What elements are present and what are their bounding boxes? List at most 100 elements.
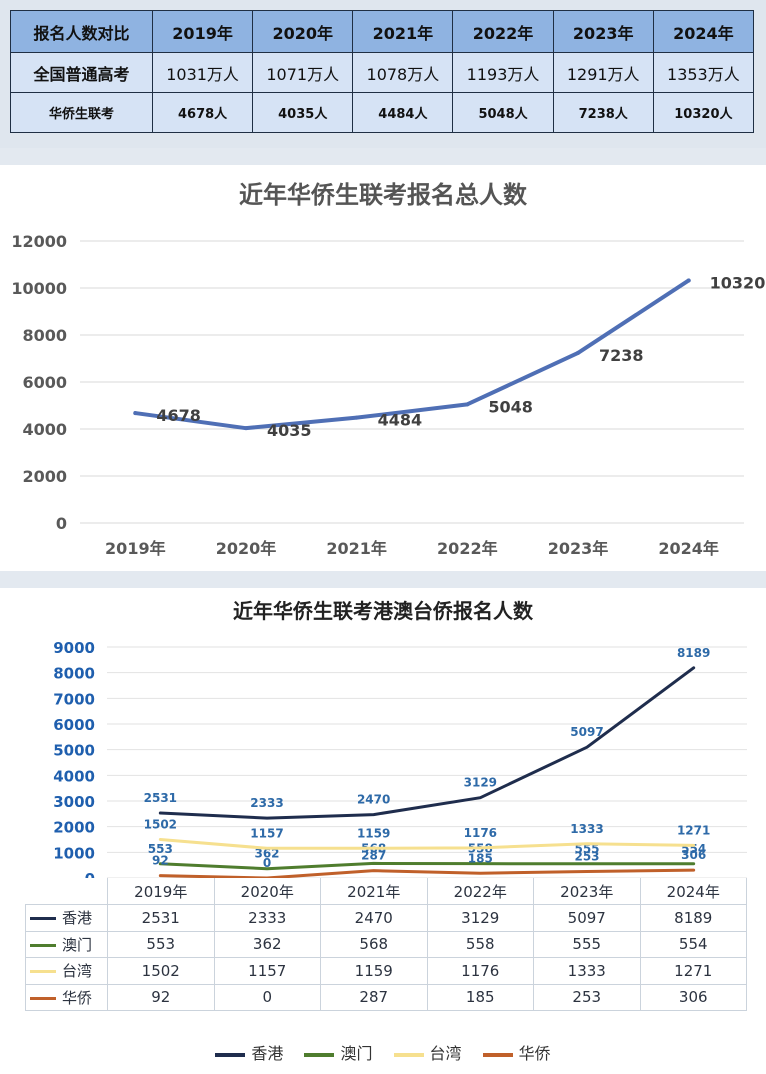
data-point bbox=[686, 278, 691, 283]
data-label: 362 bbox=[254, 847, 279, 861]
data-table-cell: 1333 bbox=[533, 957, 641, 985]
series-color-key bbox=[30, 943, 56, 947]
chart-title: 近年华侨生联考报名总人数 bbox=[239, 181, 528, 209]
comparison-header-row: 报名人数对比 2019年 2020年 2021年 2022年 2023年 202… bbox=[10, 10, 755, 53]
legend-key bbox=[304, 1052, 335, 1057]
comparison-cell: 4035人 bbox=[252, 92, 354, 133]
series-name: 澳门 bbox=[62, 935, 93, 954]
series-color-key bbox=[30, 996, 56, 1000]
data-label: 1159 bbox=[357, 826, 390, 840]
data-label: 1333 bbox=[570, 822, 603, 836]
comparison-cell: 4484人 bbox=[352, 92, 454, 133]
data-label: 287 bbox=[361, 849, 386, 863]
comparison-row-label: 华侨生联考 bbox=[10, 92, 153, 133]
chart-data-table: 2019年 2020年 2021年 2022年 2023年 2024年 香港 2… bbox=[25, 878, 747, 1011]
data-table-cell: 287 bbox=[320, 983, 428, 1011]
comparison-cell: 7238人 bbox=[552, 92, 654, 133]
x-tick-label: 2022年 bbox=[437, 539, 498, 558]
comparison-cell: 1071万人 bbox=[252, 52, 354, 93]
series-name: 香港 bbox=[62, 909, 93, 928]
comparison-cell: 1291万人 bbox=[552, 52, 654, 93]
data-table-row-macau: 澳门 553 362 568 558 555 554 bbox=[25, 930, 747, 958]
x-tick-label: 2024年 bbox=[658, 539, 719, 558]
data-table-cell: 1157 bbox=[213, 957, 321, 985]
legend-label: 澳门 bbox=[340, 1044, 373, 1063]
total-applicants-chart-panel: 近年华侨生联考报名总人数 0 2000 4000 6000 8000 10000 12000 2… bbox=[0, 165, 766, 571]
data-label: 553 bbox=[148, 842, 173, 856]
data-table-cell: 555 bbox=[533, 930, 641, 958]
data-label: 253 bbox=[574, 850, 599, 864]
x-tick-label: 2019年 bbox=[105, 539, 166, 558]
data-table-cell: 362 bbox=[213, 930, 321, 958]
data-point bbox=[576, 350, 580, 355]
comparison-cell: 1031万人 bbox=[151, 52, 254, 93]
data-label: 7238 bbox=[599, 346, 644, 365]
data-label: 3129 bbox=[464, 776, 497, 790]
data-table-year: 2024年 bbox=[639, 878, 747, 905]
series-color-key bbox=[30, 970, 56, 974]
region-applicants-chart-panel: 近年华侨生联考港澳台侨报名人数 0 1000 2000 3000 4000 5000 6000… bbox=[0, 588, 766, 1074]
comparison-row-huaqiao: 华侨生联考 4678人 4035人 4484人 5048人 7238人 1032… bbox=[10, 92, 755, 133]
data-table-series-label: 香港 bbox=[25, 904, 108, 932]
y-tick-label: 1000 bbox=[53, 844, 95, 862]
data-label: 1157 bbox=[250, 826, 283, 840]
y-tick-label: 8000 bbox=[22, 326, 67, 345]
data-point bbox=[133, 411, 138, 416]
data-label: 306 bbox=[681, 848, 706, 862]
legend-key bbox=[215, 1052, 246, 1057]
data-label: 1271 bbox=[677, 823, 710, 837]
y-tick-label: 7000 bbox=[53, 690, 95, 708]
comparison-cell: 1078万人 bbox=[352, 52, 454, 93]
chart-legend: 香港 澳门 台湾 华侨 bbox=[0, 1040, 766, 1064]
x-tick-label: 2020年 bbox=[216, 539, 277, 558]
data-label: 0 bbox=[263, 856, 271, 870]
data-table-cell: 2470 bbox=[320, 904, 428, 932]
region-applicants-chart: 近年华侨生联考港澳台侨报名人数 0 1000 2000 3000 4000 5000 6000… bbox=[53, 599, 747, 878]
data-table-cell: 568 bbox=[320, 930, 428, 958]
data-label: 5048 bbox=[488, 397, 533, 416]
comparison-header-cell: 2021年 bbox=[352, 10, 454, 53]
data-label: 2333 bbox=[250, 796, 283, 810]
y-tick-label: 4000 bbox=[53, 767, 95, 785]
legend-item: 澳门 bbox=[304, 1040, 372, 1064]
data-table-year: 2022年 bbox=[426, 878, 534, 905]
data-label: 2470 bbox=[357, 793, 390, 807]
y-tick-label: 0 bbox=[56, 514, 67, 533]
y-tick-label: 0 bbox=[85, 870, 95, 878]
series-line-1 bbox=[158, 861, 696, 871]
data-table-cell: 3129 bbox=[426, 904, 534, 932]
data-table-year: 2023年 bbox=[533, 878, 641, 905]
data-label: 4484 bbox=[378, 411, 423, 430]
data-table-row-overseas: 华侨 92 0 287 185 253 306 bbox=[25, 983, 747, 1011]
y-tick-label: 12000 bbox=[11, 232, 67, 251]
data-table-header-row: 2019年 2020年 2021年 2022年 2023年 2024年 bbox=[26, 878, 747, 905]
legend-item: 香港 bbox=[215, 1040, 283, 1064]
series-line-2 bbox=[158, 837, 696, 850]
series-color-key bbox=[30, 917, 56, 921]
comparison-row-gaokao: 全国普通高考 1031万人 1071万人 1078万人 1193万人 1291万… bbox=[10, 52, 755, 93]
y-tick-label: 3000 bbox=[53, 793, 95, 811]
data-label: 1176 bbox=[464, 826, 497, 840]
comparison-cell: 1353万人 bbox=[652, 52, 755, 93]
comparison-row-label: 全国普通高考 bbox=[10, 52, 153, 93]
legend-item: 华侨 bbox=[482, 1040, 551, 1064]
total-applicants-chart: 近年华侨生联考报名总人数 0 2000 4000 6000 8000 10000 12000 2… bbox=[11, 181, 765, 558]
data-table-cell: 553 bbox=[107, 930, 215, 958]
data-table-cell: 5097 bbox=[533, 904, 641, 932]
data-table-cell: 1271 bbox=[639, 957, 747, 985]
data-label: 1502 bbox=[144, 817, 177, 831]
data-table-corner bbox=[26, 878, 108, 905]
comparison-cell: 5048人 bbox=[452, 92, 554, 133]
comparison-header-cell: 2020年 bbox=[252, 10, 354, 53]
data-point bbox=[465, 402, 470, 407]
legend-key bbox=[482, 1052, 513, 1057]
comparison-cell: 1193万人 bbox=[452, 52, 554, 93]
comparison-cell: 4678人 bbox=[151, 92, 254, 133]
y-tick-label: 8000 bbox=[53, 665, 95, 683]
comparison-header-cell: 2022年 bbox=[452, 10, 554, 53]
data-table-year: 2021年 bbox=[320, 878, 428, 905]
comparison-cell: 10320人 bbox=[652, 92, 755, 133]
data-label: 92 bbox=[152, 854, 169, 868]
legend-key bbox=[393, 1052, 424, 1057]
y-tick-label: 2000 bbox=[22, 467, 67, 486]
